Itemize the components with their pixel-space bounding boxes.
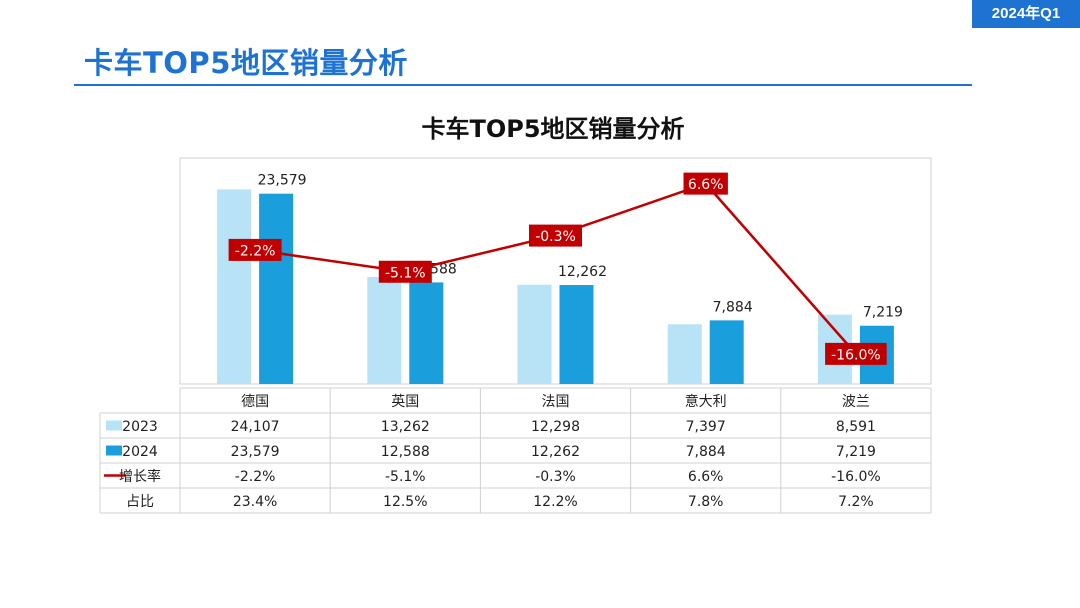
table-row-label: 2024	[122, 444, 158, 460]
bar-label-2024: 7,219	[863, 305, 903, 321]
table-header-意大利: 意大利	[685, 393, 727, 410]
plot-frame	[179, 157, 932, 385]
bar-2023-英国	[367, 276, 402, 384]
bar-2024-德国	[259, 193, 294, 384]
table-cell: 7.8%	[688, 494, 724, 510]
table-cell: -2.2%	[235, 469, 276, 485]
legend-swatch-2023	[106, 420, 122, 431]
bar-2024-法国	[559, 285, 594, 384]
table-row-label: 2023	[122, 419, 158, 435]
table-cell: -5.1%	[385, 469, 426, 485]
table-header-德国: 德国	[241, 394, 269, 410]
table-cell: 12,298	[531, 419, 580, 435]
table-header-波兰: 波兰	[842, 394, 870, 410]
table-cell: 6.6%	[688, 469, 724, 485]
growth-label: 6.6%	[688, 177, 724, 193]
growth-label-box	[529, 224, 582, 247]
page-title: 卡车TOP5地区销量分析	[84, 46, 408, 80]
table-row-label: 增长率	[119, 468, 161, 485]
title-divider	[74, 84, 972, 86]
growth-label-box	[683, 172, 728, 195]
table-cell: 7,397	[686, 419, 726, 435]
bar-label-2024: 23,579	[258, 173, 307, 189]
table-cell: 12.5%	[383, 494, 427, 510]
table-header-法国: 法国	[542, 394, 570, 410]
table-cell: 12.2%	[533, 494, 577, 510]
table-cell: -0.3%	[535, 469, 576, 485]
period-badge: 2024年Q1	[972, 0, 1080, 28]
table-cell: 7,219	[836, 444, 876, 460]
table-cell: 24,107	[231, 419, 280, 435]
table-cell: 23,579	[231, 444, 280, 460]
bar-2024-意大利	[709, 320, 744, 384]
growth-rate-line	[254, 182, 857, 355]
table-cell: 7.2%	[838, 494, 874, 510]
legend-swatch-2024	[106, 445, 122, 456]
growth-label: -5.1%	[385, 265, 426, 281]
table-cell: -16.0%	[831, 469, 881, 485]
bar-2023-德国	[217, 189, 252, 384]
chart-title: 卡车TOP5地区销量分析	[421, 115, 684, 143]
growth-label-box	[228, 238, 282, 261]
table-row-label: 占比	[126, 494, 154, 510]
growth-label: -2.2%	[235, 243, 276, 259]
table-cell: 8,591	[836, 419, 876, 435]
growth-label-box	[378, 260, 432, 283]
table-cell: 12,588	[381, 444, 430, 460]
table-cell: 12,262	[531, 444, 580, 460]
table-cell: 23.4%	[233, 494, 277, 510]
bar-2023-法国	[517, 284, 552, 384]
growth-label-box	[825, 342, 887, 365]
growth-label: -16.0%	[831, 347, 881, 363]
table-cell: 13,262	[381, 419, 430, 435]
bar-label-2024: 12,262	[558, 264, 607, 280]
growth-label: -0.3%	[535, 229, 576, 245]
bar-2023-意大利	[667, 324, 702, 384]
table-cell: 7,884	[686, 444, 726, 460]
table-header-英国: 英国	[391, 393, 419, 410]
bar-label-2024: 7,884	[713, 299, 753, 315]
bar-2024-英国	[409, 282, 444, 384]
